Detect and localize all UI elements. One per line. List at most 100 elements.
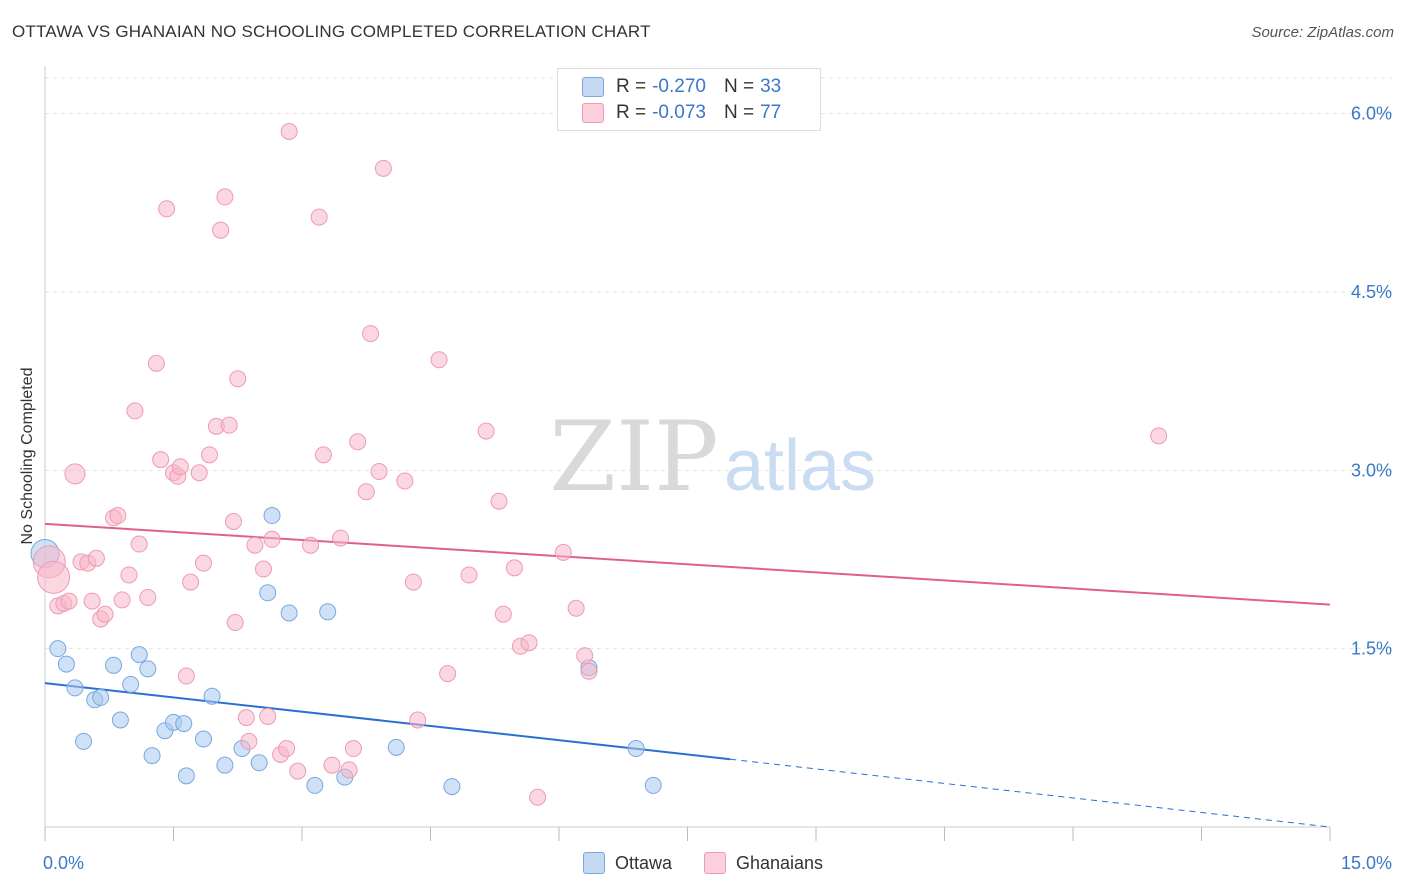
point-ghanaians (139, 589, 157, 607)
point-ottawa (263, 507, 281, 525)
r-value: -0.073 (652, 102, 706, 123)
point-ghanaians (226, 614, 244, 632)
point-ghanaians (229, 370, 247, 388)
ottawa-swatch (582, 77, 604, 97)
point-ottawa (194, 730, 212, 748)
point-ghanaians (1150, 427, 1168, 445)
point-ghanaians (344, 740, 362, 758)
point-ottawa (280, 604, 298, 622)
legend-item-ghanaians[interactable]: Ghanaians (703, 852, 824, 874)
point-ghanaians (439, 665, 457, 683)
point-ottawa (111, 711, 129, 729)
y-tick-label: 1.5% (1351, 639, 1392, 659)
point-ghanaians (520, 634, 538, 652)
point-ghanaians (529, 788, 547, 806)
point-ottawa (250, 754, 268, 772)
point-ghanaians (83, 592, 101, 610)
point-ghanaians (460, 566, 478, 584)
ottawa-swatch (582, 852, 605, 874)
n-value: 77 (760, 102, 782, 123)
point-ghanaians (171, 458, 189, 476)
point-ghanaians (64, 463, 86, 485)
point-ghanaians (374, 159, 392, 177)
n-value: 33 (760, 76, 782, 97)
stats-legend: R = -0.270 N = 33 R = -0.073 N = 77 (557, 68, 821, 131)
point-ghanaians (505, 559, 523, 577)
point-ghanaians (120, 566, 138, 584)
ghanaians-swatch (703, 852, 726, 874)
x-tick-label: 0.0% (43, 853, 84, 873)
point-ottawa (57, 655, 75, 673)
point-ottawa (49, 640, 67, 658)
point-ghanaians (147, 354, 165, 372)
legend-item-ottawa[interactable]: Ottawa (582, 852, 672, 874)
point-ghanaians (567, 599, 585, 617)
point-ottawa (216, 756, 234, 774)
point-ghanaians (494, 605, 512, 623)
watermark: ZIP atlas (549, 401, 876, 513)
point-ghanaians (302, 536, 320, 554)
point-ghanaians (490, 492, 508, 510)
chart-title: OTTAWA VS GHANAIAN NO SCHOOLING COMPLETE… (12, 22, 651, 41)
point-ottawa (644, 776, 662, 794)
point-ottawa (306, 776, 324, 794)
point-ghanaians (289, 762, 307, 780)
point-ottawa (66, 679, 84, 697)
point-ghanaians (340, 761, 358, 779)
point-ottawa (122, 675, 140, 693)
point-ottawa (105, 656, 123, 674)
legend-label-ghanaians: Ghanaians (735, 852, 824, 873)
trend-extension-ottawa (730, 758, 1331, 828)
point-ghanaians (404, 573, 422, 591)
point-ghanaians (280, 123, 298, 140)
point-ghanaians (396, 472, 414, 490)
point-ghanaians (96, 605, 114, 623)
trend-line-ghanaians (44, 522, 1331, 606)
point-ghanaians (87, 549, 105, 567)
point-ghanaians (158, 200, 176, 218)
point-ottawa (443, 778, 461, 796)
point-ottawa (130, 646, 148, 664)
point-ghanaians (60, 592, 78, 610)
point-ghanaians (409, 711, 427, 729)
data-points (30, 123, 1168, 806)
point-ottawa (259, 584, 277, 602)
x-tick-label: 15.0% (1341, 853, 1392, 873)
r-value: -0.270 (652, 76, 706, 97)
point-ghanaians (200, 446, 218, 464)
point-ghanaians (580, 662, 598, 680)
point-ghanaians (37, 560, 71, 594)
gridlines (45, 77, 1392, 650)
y-tick-label: 3.0% (1351, 460, 1392, 480)
point-ottawa (627, 740, 645, 758)
point-ghanaians (263, 530, 281, 548)
point-ghanaians (126, 402, 144, 420)
tick-labels: 1.5% 3.0% 4.5% 6.0% 0.0% 15.0% (43, 104, 1392, 873)
point-ghanaians (152, 451, 170, 469)
point-ghanaians (220, 416, 238, 434)
point-ottawa (319, 603, 337, 621)
legend-row-ghanaians: R = -0.073 N = 77 (582, 101, 781, 125)
trend-lines (44, 522, 1331, 828)
r-label: R = (616, 76, 647, 97)
point-ghanaians (477, 422, 495, 440)
point-ottawa (177, 767, 195, 785)
point-ghanaians (357, 483, 375, 501)
point-ghanaians (177, 667, 195, 685)
point-ghanaians (362, 325, 380, 343)
point-ghanaians (224, 512, 242, 530)
point-ghanaians (194, 554, 212, 572)
point-ghanaians (310, 208, 328, 226)
point-ottawa (175, 715, 193, 733)
point-ghanaians (554, 543, 572, 561)
point-ghanaians (130, 535, 148, 553)
point-ghanaians (109, 507, 127, 525)
point-ghanaians (113, 591, 131, 609)
n-label: N = (723, 76, 755, 97)
n-label: N = (723, 102, 755, 123)
watermark-zip: ZIP (549, 401, 718, 513)
point-ghanaians (370, 463, 388, 481)
y-tick-label: 4.5% (1351, 282, 1392, 302)
r-label: R = (616, 102, 647, 123)
